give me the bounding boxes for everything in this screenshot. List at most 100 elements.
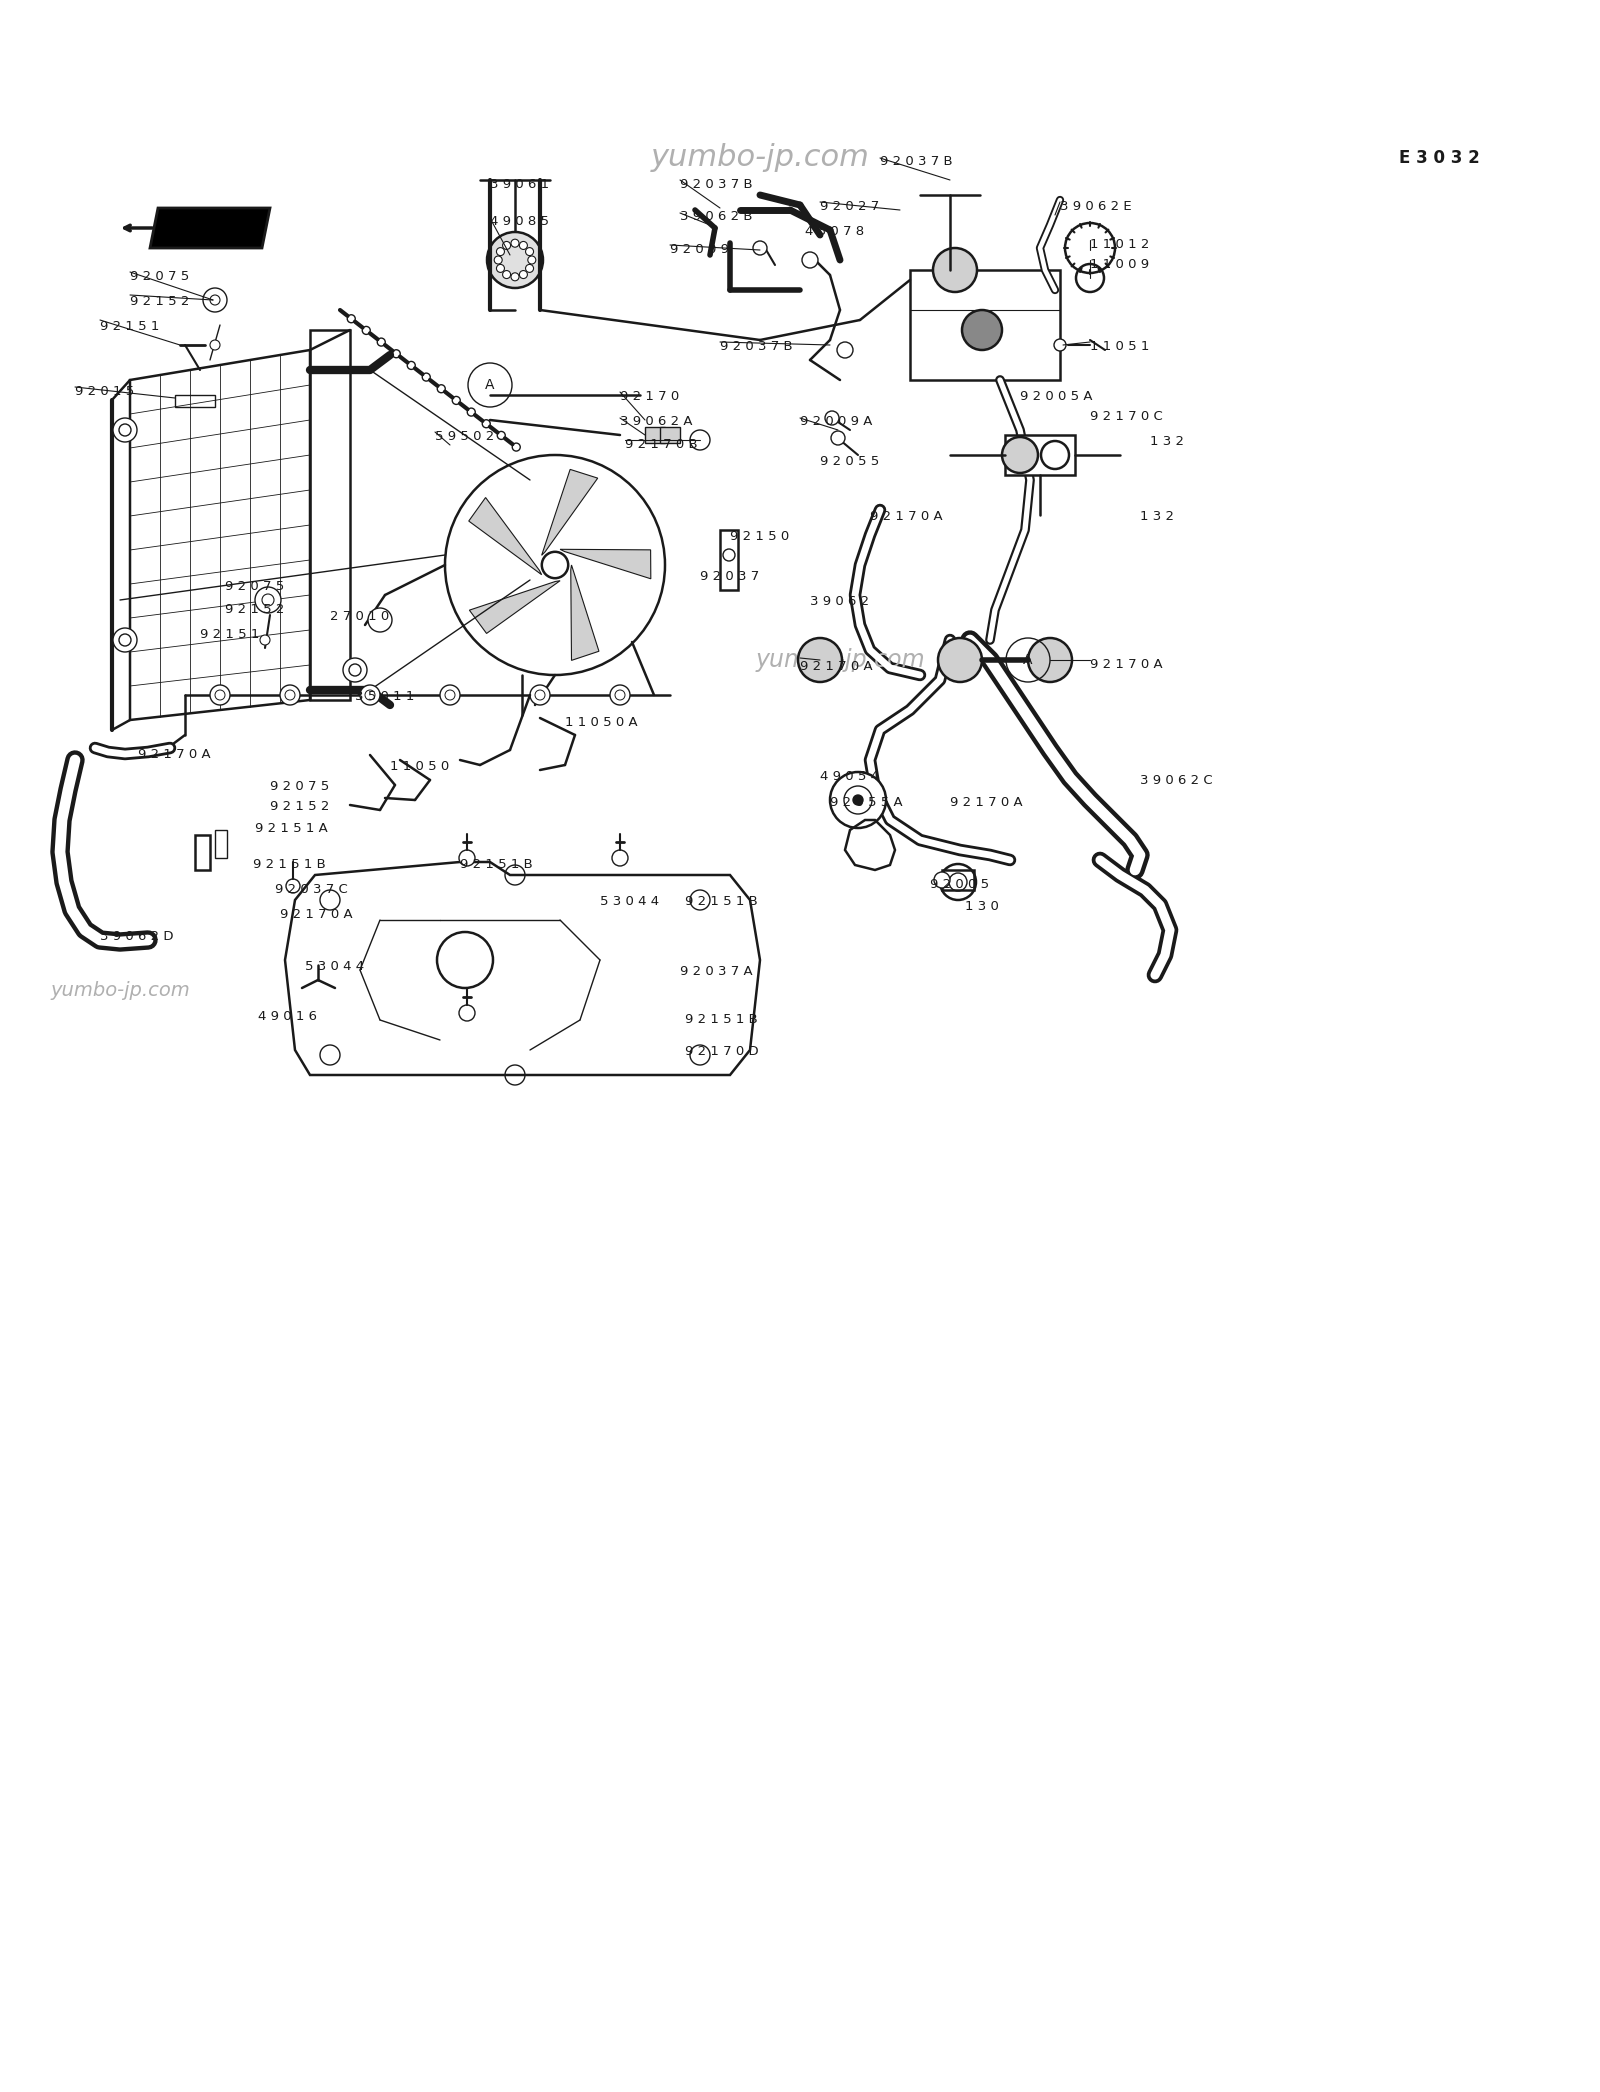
Circle shape [496,247,504,255]
Circle shape [520,270,528,278]
Text: E 3 0 3 2: E 3 0 3 2 [1400,149,1480,167]
Circle shape [496,264,504,272]
Circle shape [933,249,978,293]
Text: A: A [485,379,494,391]
Text: 9 2 0 3 7 A: 9 2 0 3 7 A [680,964,752,977]
Text: 3 9 0 6 2 B: 3 9 0 6 2 B [680,209,752,224]
Polygon shape [150,207,270,249]
Text: 9 2 0 7 5: 9 2 0 7 5 [270,780,330,793]
Text: 1 1 0 5 0: 1 1 0 5 0 [390,759,450,774]
Circle shape [934,872,950,887]
Text: 9 2 0 7 5: 9 2 0 7 5 [130,270,189,282]
Circle shape [486,232,542,289]
Text: 3 9 0 6 2 A: 3 9 0 6 2 A [621,414,693,429]
Circle shape [1002,437,1038,473]
Text: 9 2 0 5 5 A: 9 2 0 5 5 A [830,795,902,810]
Text: 9 2 0 0 5 A: 9 2 0 0 5 A [1021,389,1093,404]
Circle shape [837,341,853,358]
Circle shape [510,238,518,247]
Text: 9 2 0 0 9: 9 2 0 0 9 [670,243,730,255]
Circle shape [610,684,630,705]
Circle shape [826,410,838,425]
Circle shape [830,431,845,446]
Circle shape [754,241,766,255]
Bar [214,831,227,858]
Text: 1 3 2: 1 3 2 [1150,435,1184,448]
Polygon shape [542,469,598,554]
Circle shape [494,255,502,264]
Text: 9 2 1 5 1 B: 9 2 1 5 1 B [685,1013,758,1025]
Circle shape [210,684,230,705]
Text: 1 3 2: 1 3 2 [1139,510,1174,523]
Circle shape [525,247,533,255]
Text: 1 1 0 1 2: 1 1 0 1 2 [1090,238,1149,251]
Text: 9 2 1 7 0 A: 9 2 1 7 0 A [950,795,1022,810]
Text: 3 9 0 6 1: 3 9 0 6 1 [490,178,549,190]
Text: 1 3 0: 1 3 0 [965,900,998,912]
Text: FRONT: FRONT [171,220,240,236]
Polygon shape [469,498,542,575]
Text: 9 2 0 5 5: 9 2 0 5 5 [819,454,880,469]
Text: 9 2 1 5 2: 9 2 1 5 2 [130,295,189,308]
Text: 9 2 0 3 7 B: 9 2 0 3 7 B [720,341,792,354]
Text: 9 2 0 7 5: 9 2 0 7 5 [226,579,285,592]
Polygon shape [571,565,598,661]
Polygon shape [469,582,560,634]
Circle shape [853,795,862,805]
Circle shape [203,289,227,312]
Bar [1005,435,1075,475]
Text: A: A [1024,653,1032,667]
Text: 3 5 0 1 1: 3 5 0 1 1 [355,690,414,703]
Circle shape [440,684,461,705]
Text: 3 9 0 6 2 C: 3 9 0 6 2 C [1139,774,1213,787]
Text: yumbo-jp.com: yumbo-jp.com [50,981,190,1000]
Text: 9 2 1 5 1 B: 9 2 1 5 1 B [461,858,533,870]
Bar [720,529,738,590]
Circle shape [259,636,270,644]
Circle shape [502,241,510,249]
Text: 9 2 0 2 7: 9 2 0 2 7 [819,201,880,213]
Text: 9 2 0 3 7 B: 9 2 0 3 7 B [880,155,952,167]
Text: 9 2 1 7 0 A: 9 2 1 7 0 A [1090,659,1163,672]
Text: 9 2 1 7 0 A: 9 2 1 7 0 A [280,908,352,920]
Text: 9 2 1 7 0 A: 9 2 1 7 0 A [138,749,211,761]
Text: 9 2 1 7 0: 9 2 1 7 0 [621,389,680,404]
Text: 3 9 0 6 2 E: 3 9 0 6 2 E [1059,201,1131,213]
Circle shape [459,849,475,866]
Text: 3 9 0 6 2: 3 9 0 6 2 [810,594,869,609]
Circle shape [1042,441,1069,469]
Text: 9 2 1 5 1 B: 9 2 1 5 1 B [253,858,326,870]
Text: 9 2 1 5 2: 9 2 1 5 2 [270,799,330,814]
Text: 9 2 0 0 5: 9 2 0 0 5 [930,879,989,891]
Circle shape [530,684,550,705]
Text: 3 9 0 6 2 D: 3 9 0 6 2 D [99,931,173,943]
Text: 9 2 1 5 1 A: 9 2 1 5 1 A [254,822,328,835]
Text: 4 9 0 1 6: 4 9 0 1 6 [258,1010,317,1023]
Text: 1 1 0 5 0 A: 1 1 0 5 0 A [565,715,638,728]
Text: 9 2 1 5 2: 9 2 1 5 2 [226,602,285,615]
Text: 9 2 1 5 0: 9 2 1 5 0 [730,529,789,544]
Text: 9 2 1 7 0 A: 9 2 1 7 0 A [870,510,942,523]
Text: 4 9 0 8 5: 4 9 0 8 5 [490,215,549,228]
Text: 9 2 1 5 1: 9 2 1 5 1 [200,628,259,640]
Circle shape [368,609,392,632]
Circle shape [798,638,842,682]
Circle shape [542,552,568,577]
Text: 9 2 1 5 1 B: 9 2 1 5 1 B [685,895,758,908]
Circle shape [941,864,976,900]
Text: yumbo-jp.com: yumbo-jp.com [651,144,869,172]
Text: 9 2 1 5 1: 9 2 1 5 1 [99,320,160,333]
Text: yumbo-jp.com: yumbo-jp.com [755,649,925,672]
Circle shape [691,433,707,448]
Circle shape [1054,339,1066,351]
Circle shape [690,431,710,450]
Text: 2 7 0 1 0: 2 7 0 1 0 [330,611,389,623]
Circle shape [286,879,301,893]
Circle shape [114,628,138,653]
Circle shape [510,272,518,280]
Bar [310,331,350,701]
Bar [195,835,210,870]
Text: 1 1 0 5 1: 1 1 0 5 1 [1090,341,1149,354]
Bar [661,427,680,444]
Circle shape [520,241,528,249]
